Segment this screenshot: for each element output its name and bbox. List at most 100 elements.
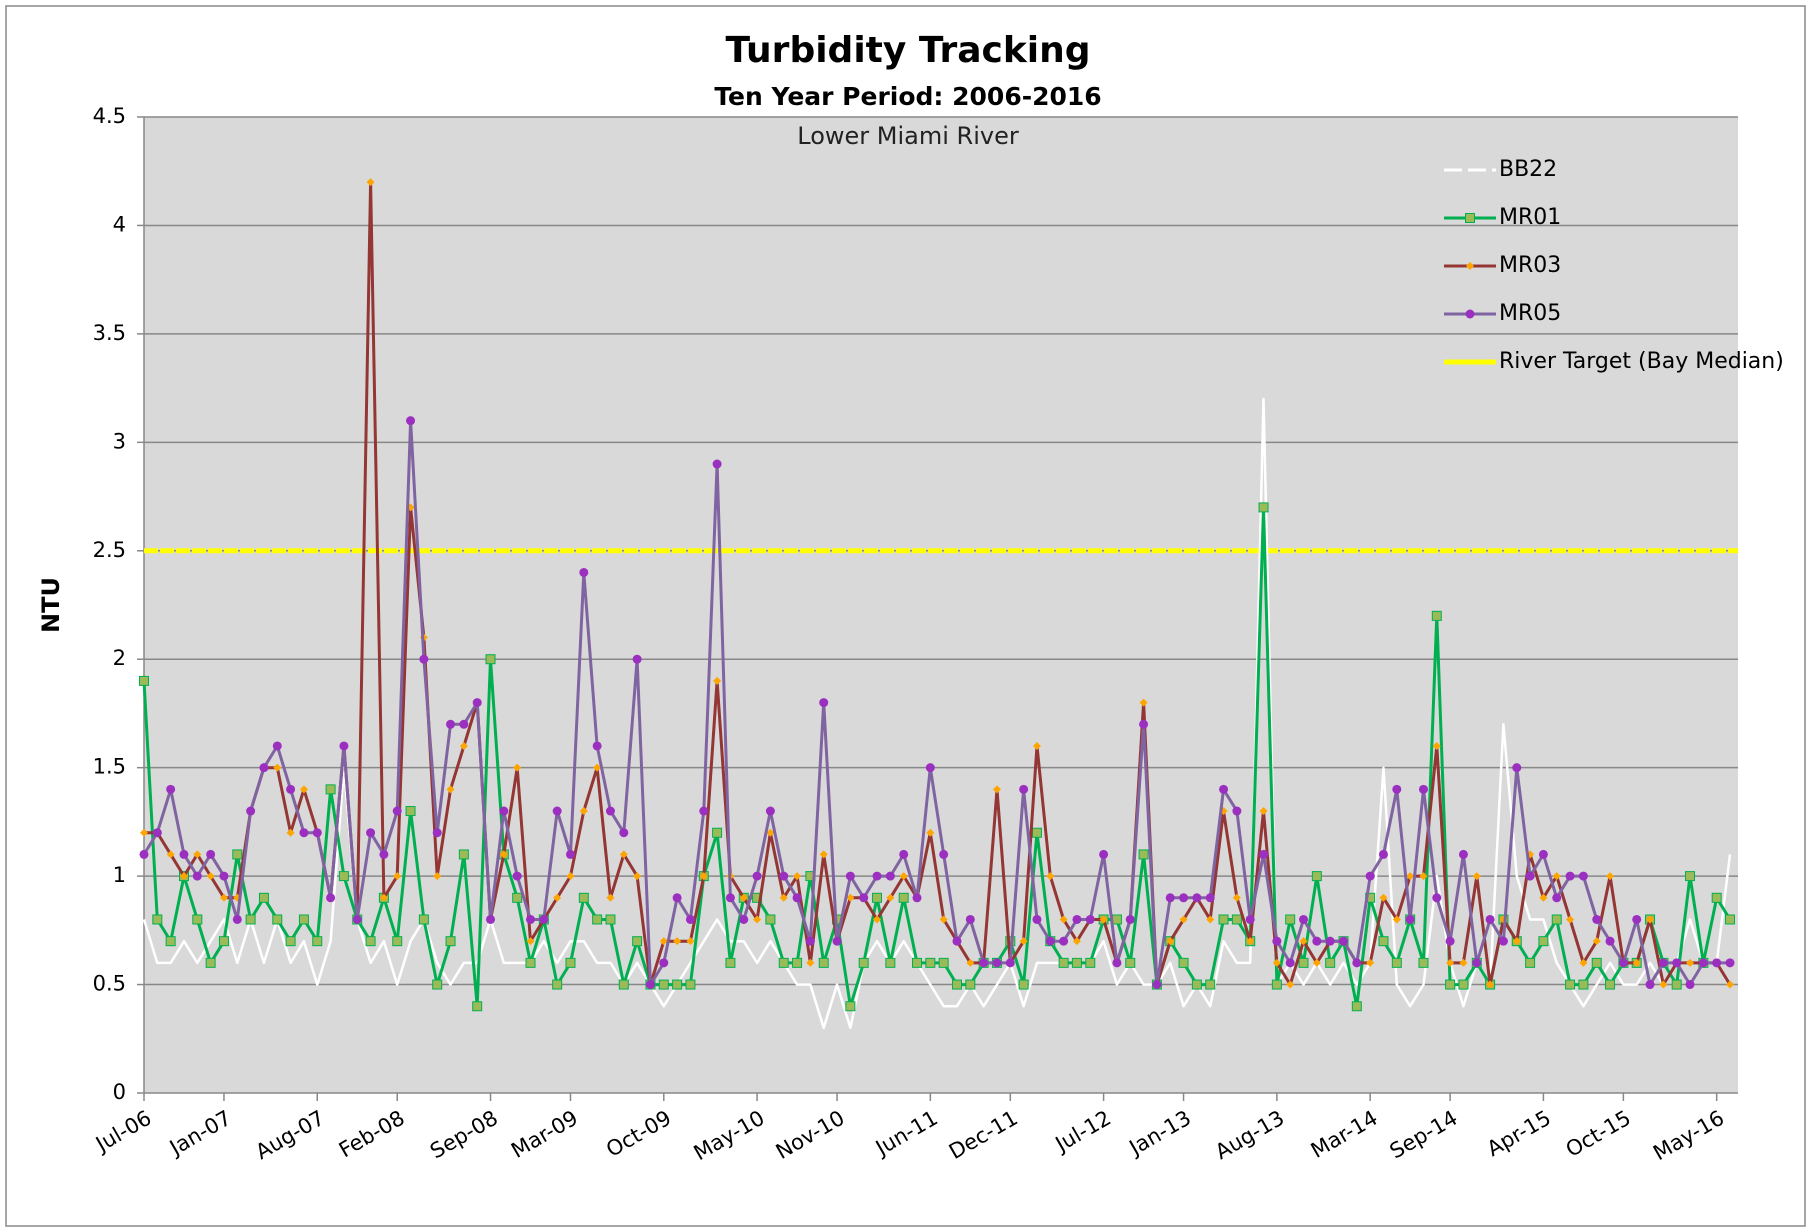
marker xyxy=(1698,958,1708,968)
marker xyxy=(605,914,616,925)
marker xyxy=(1206,915,1215,924)
marker xyxy=(286,784,296,794)
marker xyxy=(632,654,642,664)
marker xyxy=(818,957,829,968)
marker xyxy=(673,937,682,946)
marker xyxy=(912,893,922,903)
y-tick-label: 0 xyxy=(113,1080,126,1104)
marker xyxy=(1579,958,1588,967)
marker xyxy=(1059,915,1068,924)
marker xyxy=(725,893,735,903)
marker xyxy=(1352,958,1362,968)
marker xyxy=(166,850,175,859)
marker xyxy=(1392,784,1402,794)
marker xyxy=(1466,262,1474,270)
marker xyxy=(485,654,496,665)
marker xyxy=(512,892,523,903)
marker xyxy=(645,980,655,990)
marker xyxy=(1406,872,1415,881)
marker xyxy=(179,872,188,881)
y-tick-label: 2.5 xyxy=(93,538,126,562)
marker xyxy=(139,849,149,859)
marker xyxy=(779,893,788,902)
marker xyxy=(1419,872,1428,881)
marker xyxy=(192,871,202,881)
marker xyxy=(979,958,989,968)
marker xyxy=(659,937,668,946)
marker xyxy=(951,979,962,990)
marker xyxy=(1658,958,1668,968)
marker xyxy=(419,654,429,664)
marker xyxy=(845,1001,856,1012)
marker xyxy=(272,741,282,751)
marker xyxy=(1072,914,1082,924)
annotation: Lower Miami River xyxy=(797,122,1019,150)
series-layer xyxy=(139,178,1738,1030)
marker xyxy=(1272,958,1281,967)
marker xyxy=(552,979,563,990)
y-tick-label: 3 xyxy=(113,429,126,453)
marker xyxy=(792,957,803,968)
marker xyxy=(1485,914,1495,924)
marker xyxy=(406,416,416,426)
marker xyxy=(219,893,228,902)
marker xyxy=(513,763,522,772)
marker xyxy=(899,872,908,881)
marker xyxy=(1431,610,1442,621)
marker xyxy=(392,806,402,816)
marker xyxy=(339,741,349,751)
marker xyxy=(299,828,309,838)
marker xyxy=(1592,914,1602,924)
marker xyxy=(1325,936,1335,946)
y-tick-label: 4 xyxy=(113,212,126,236)
marker xyxy=(1565,871,1575,881)
marker xyxy=(446,785,455,794)
marker xyxy=(926,828,935,837)
marker xyxy=(525,957,536,968)
marker xyxy=(1432,741,1441,750)
marker xyxy=(1391,957,1402,968)
marker xyxy=(992,958,1002,968)
marker xyxy=(1659,980,1668,989)
marker xyxy=(365,936,376,947)
marker xyxy=(1111,914,1122,925)
marker xyxy=(1498,936,1508,946)
marker xyxy=(1125,957,1136,968)
marker xyxy=(1286,980,1295,989)
marker xyxy=(1166,937,1175,946)
marker xyxy=(1552,872,1561,881)
marker xyxy=(218,936,229,947)
marker xyxy=(432,979,443,990)
marker xyxy=(206,872,215,881)
marker xyxy=(1591,957,1602,968)
marker xyxy=(578,892,589,903)
marker xyxy=(885,871,895,881)
marker xyxy=(1312,936,1322,946)
marker xyxy=(1085,914,1095,924)
marker xyxy=(1258,502,1269,513)
marker xyxy=(739,914,749,924)
marker xyxy=(1218,914,1229,925)
series-line xyxy=(142,397,1732,1030)
marker xyxy=(606,893,615,902)
marker xyxy=(925,957,936,968)
marker xyxy=(859,893,869,903)
marker xyxy=(1312,958,1321,967)
marker xyxy=(1299,914,1309,924)
marker xyxy=(659,958,669,968)
marker xyxy=(338,871,349,882)
marker xyxy=(352,914,362,924)
marker xyxy=(1338,936,1348,946)
marker xyxy=(1259,849,1269,859)
marker xyxy=(179,849,189,859)
marker xyxy=(1525,871,1535,881)
marker xyxy=(245,914,256,925)
marker xyxy=(1686,958,1695,967)
marker xyxy=(273,763,282,772)
marker xyxy=(713,676,722,685)
marker xyxy=(593,763,602,772)
marker xyxy=(805,936,815,946)
marker xyxy=(139,675,149,686)
marker xyxy=(285,936,296,947)
